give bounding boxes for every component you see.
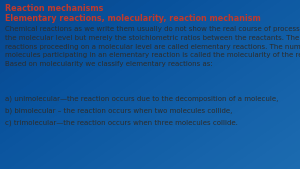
Text: Reaction mechanisms: Reaction mechanisms <box>5 4 103 13</box>
Text: Chemical reactions as we write them usually do not show the real course of proce: Chemical reactions as we write them usua… <box>5 26 300 67</box>
Text: c) trimolecular—the reaction occurs when three molecules collide.: c) trimolecular—the reaction occurs when… <box>5 120 238 127</box>
Text: b) bimolecular – the reaction occurs when two molecules collide,: b) bimolecular – the reaction occurs whe… <box>5 108 232 115</box>
Text: a) unimolecular—the reaction occurs due to the decomposition of a molecule,: a) unimolecular—the reaction occurs due … <box>5 96 278 103</box>
Text: Elementary reactions, molecularity, reaction mechanism: Elementary reactions, molecularity, reac… <box>5 14 261 23</box>
